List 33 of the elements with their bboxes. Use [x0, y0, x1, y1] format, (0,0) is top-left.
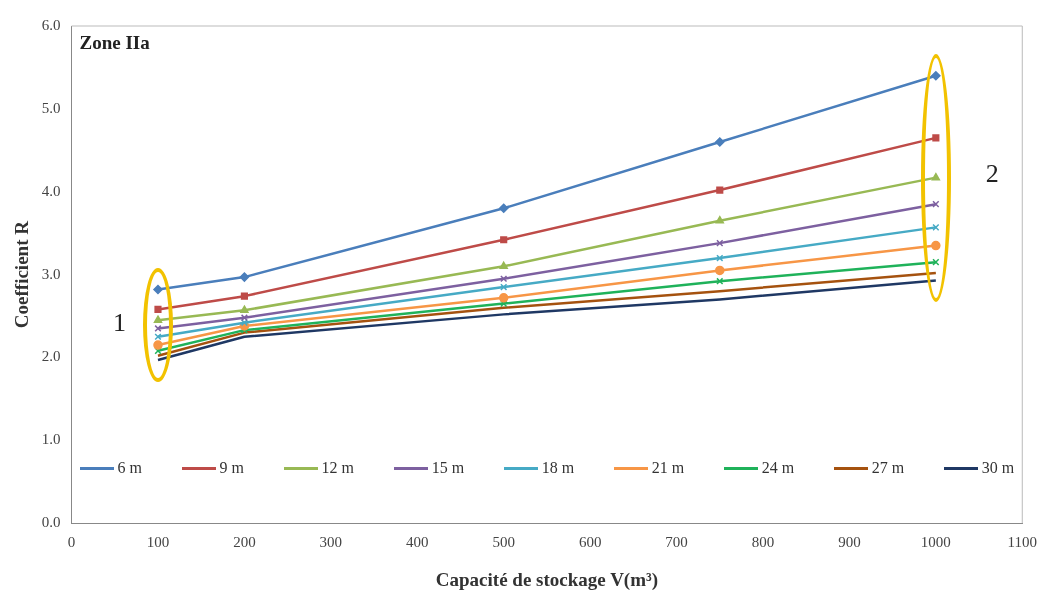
legend-label: 12 m	[321, 459, 355, 478]
x-tick-label: 0	[67, 534, 76, 551]
x-tick-label: 800	[751, 534, 775, 551]
x-axis-title: Capacité de stockage V(m³)	[435, 568, 659, 591]
y-tick-label: 5.0	[41, 99, 61, 116]
x-tick-label: 600	[578, 534, 602, 551]
y-tick-label: 4.0	[41, 182, 61, 199]
y-tick-label: 0.0	[41, 514, 61, 531]
x-tick-label: 700	[665, 534, 688, 551]
legend-label: 21 m	[651, 459, 685, 478]
x-tick-label: 100	[146, 534, 170, 551]
annotation: Zone IIa	[79, 32, 150, 54]
y-tick-label: 1.0	[41, 431, 61, 448]
legend-label: 9 m	[219, 459, 245, 478]
legend-label: 24 m	[761, 459, 795, 478]
x-tick-label: 500	[492, 534, 515, 551]
legend-label: 15 m	[431, 459, 465, 478]
legend-label: 18 m	[541, 459, 575, 478]
annotation: 1	[112, 308, 126, 338]
x-tick-label: 400	[406, 534, 429, 551]
x-tick-label: 1000	[920, 534, 951, 551]
y-tick-label: 3.0	[41, 265, 61, 282]
x-tick-label: 900	[838, 534, 861, 551]
y-tick-label: 6.0	[41, 16, 61, 33]
x-tick-label: 1100	[1007, 534, 1037, 551]
y-axis-title: Coefficient R	[11, 220, 33, 329]
x-tick-label: 300	[319, 534, 343, 551]
x-tick-label: 200	[233, 534, 256, 551]
legend-label: 30 m	[981, 459, 1015, 478]
legend-label: 6 m	[117, 459, 142, 478]
y-tick-label: 2.0	[41, 348, 61, 365]
annotation: 2	[985, 158, 999, 188]
legend-label: 27 m	[871, 459, 905, 478]
